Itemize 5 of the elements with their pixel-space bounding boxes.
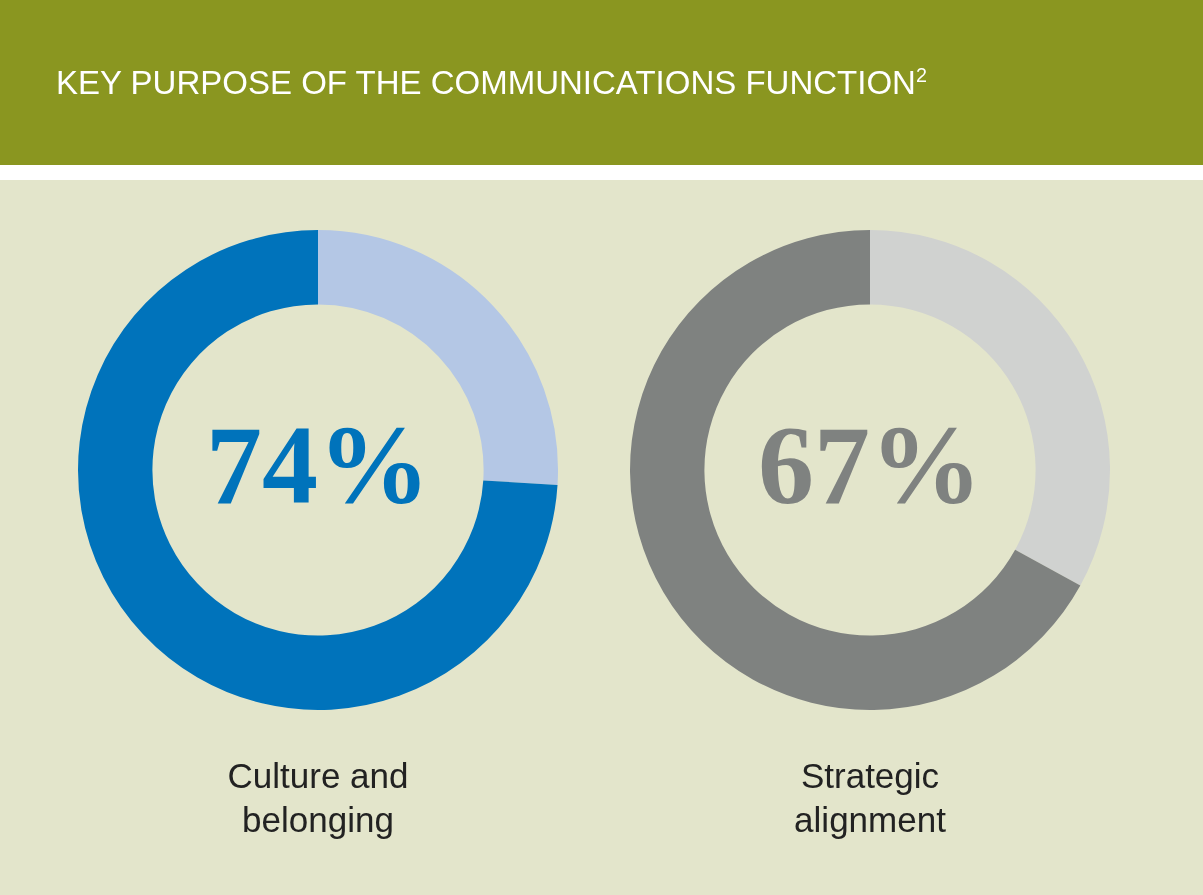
chart-title: KEY PURPOSE OF THE COMMUNICATIONS FUNCTION$^{2}$ (56, 64, 927, 102)
data-label: 74% (206, 402, 430, 527)
data-label: 67% (758, 402, 982, 527)
text: Strategic alignment (793, 755, 947, 841)
text: Culture and belonging (226, 755, 410, 841)
